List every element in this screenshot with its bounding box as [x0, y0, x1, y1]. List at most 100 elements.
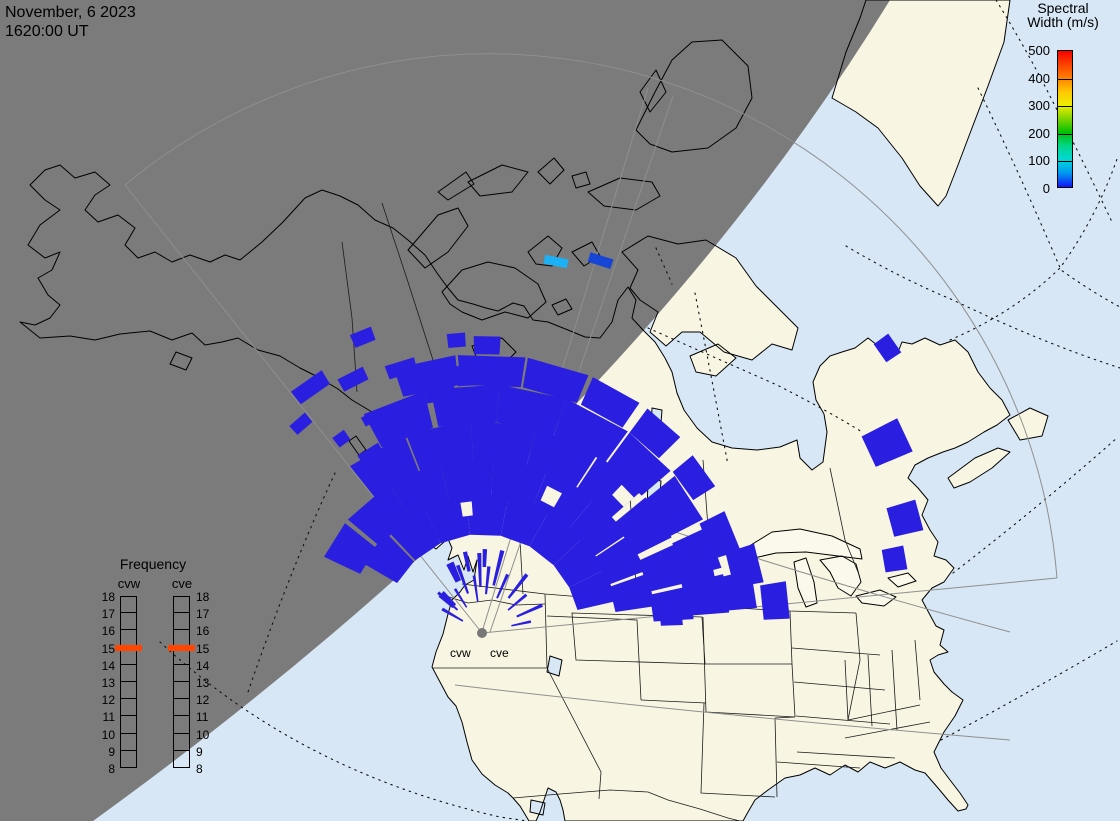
echo-cell [492, 550, 505, 586]
echo-cell [614, 497, 672, 556]
latitude-arc-low [454, 684, 1011, 741]
colorbar-segment-line [1058, 133, 1072, 135]
latitude-arc-mid [639, 519, 1011, 633]
colorbar-segment-line [1058, 78, 1072, 80]
freq-column-label-cve: cve [171, 576, 193, 591]
lake-michigan [794, 558, 817, 607]
echo-cell [441, 607, 464, 622]
great-salt-lake [547, 656, 562, 676]
freq-tick-cve-15: 15 [196, 641, 210, 656]
echo-cell [485, 566, 491, 595]
freq-cell [120, 681, 137, 700]
freq-cell [120, 716, 137, 734]
echo-cell [453, 588, 468, 608]
echo-cell [477, 553, 482, 588]
freq-cell [173, 647, 190, 665]
radar-site-dot [477, 628, 487, 638]
echo-cell [645, 475, 703, 537]
echo-cell [543, 254, 569, 269]
freq-tick-cve-14: 14 [196, 658, 210, 673]
freq-cell [173, 716, 190, 734]
freq-column-cvw [120, 596, 137, 768]
freq-tick-cve-12: 12 [196, 693, 210, 708]
colorbar-tick-0: 0 [1042, 181, 1050, 196]
echo-cell [423, 495, 471, 544]
greenland [832, 0, 1010, 206]
echo-cell [472, 575, 479, 602]
echo-cell [496, 573, 510, 599]
freq-tick-cve-13: 13 [196, 676, 210, 690]
freq-tick-cvw-18: 18 [101, 590, 115, 604]
colorbar-gradient [1057, 50, 1073, 188]
freq-tick-cvw-14: 14 [101, 658, 115, 673]
echo-cell [612, 484, 634, 507]
freq-cell [120, 596, 137, 614]
echo-cell [456, 564, 469, 594]
freq-cell [120, 613, 137, 631]
site-label-cve: cve [490, 646, 509, 660]
echo-cell [511, 620, 532, 627]
echo-cell [638, 544, 689, 592]
echo-cell [349, 326, 376, 348]
timestamp-date: November, 6 2023 [5, 4, 136, 21]
timestamp-time: 1620:00 UT [5, 22, 89, 40]
colorbar-tick-100: 100 [1028, 153, 1050, 169]
echo-cell [332, 429, 351, 448]
echo-cell [580, 377, 640, 428]
echo-cell [540, 485, 562, 508]
echo-cell [873, 333, 902, 363]
fov-outline [124, 53, 1058, 741]
echo-cell [360, 411, 377, 427]
fov-mid-edge-1 [481, 87, 649, 633]
echo-cell [387, 506, 441, 561]
freq-tick-cvw-16: 16 [101, 624, 115, 639]
echo-cell [569, 569, 617, 610]
colorbar-tick-300: 300 [1028, 98, 1050, 114]
echo-cell [465, 495, 509, 536]
border-us-mexico [512, 789, 741, 821]
echo-cell [522, 357, 589, 403]
freq-cell [120, 699, 137, 717]
colorbar-tick-500: 500 [1028, 43, 1050, 58]
nova-scotia [948, 448, 1010, 488]
frequency-legend-title: Frequency [119, 556, 187, 572]
echo-cell [438, 591, 457, 609]
colorbar-segment-line [1058, 106, 1072, 108]
echo-cell [422, 376, 456, 404]
echo-cell [568, 497, 628, 557]
freq-tick-cvw-10: 10 [101, 727, 115, 742]
freq-tick-cvw-9: 9 [108, 744, 115, 759]
echo-cell [609, 573, 656, 612]
freq-cell [173, 664, 190, 682]
freq-cell [120, 647, 137, 665]
echo-cell [672, 455, 716, 501]
colorbar-title: Spectral Width (m/s) [1008, 1, 1118, 29]
lake-huron [820, 556, 861, 596]
echo-cell [337, 366, 369, 392]
freq-tick-cvw-8: 8 [108, 762, 115, 776]
colorbar-title-line1: Spectral [1037, 0, 1089, 16]
echo-cell [384, 357, 418, 380]
echo-cell [532, 469, 595, 529]
echo-cell [406, 420, 473, 472]
echo-cell [362, 532, 414, 583]
freq-active-marker-cve [168, 644, 195, 651]
echo-cell [439, 457, 495, 501]
echo-cell [725, 543, 764, 588]
echo-layer [289, 252, 924, 627]
echo-cell [881, 545, 908, 573]
echo-cell [526, 427, 598, 488]
freq-tick-cve-10: 10 [196, 727, 210, 742]
freq-cell [173, 596, 190, 614]
freq-cell [120, 733, 137, 751]
echo-cell [460, 501, 473, 517]
freq-tick-cvw-17: 17 [101, 607, 115, 622]
freq-tick-cve-9: 9 [196, 744, 203, 759]
freq-cell [173, 733, 190, 751]
echo-cell [886, 499, 924, 537]
fov-range-arc [124, 53, 1058, 579]
freq-tick-cvw-15: 15 [101, 641, 115, 656]
freq-column-label-cvw: cvw [117, 576, 141, 591]
echo-cell [658, 597, 683, 626]
